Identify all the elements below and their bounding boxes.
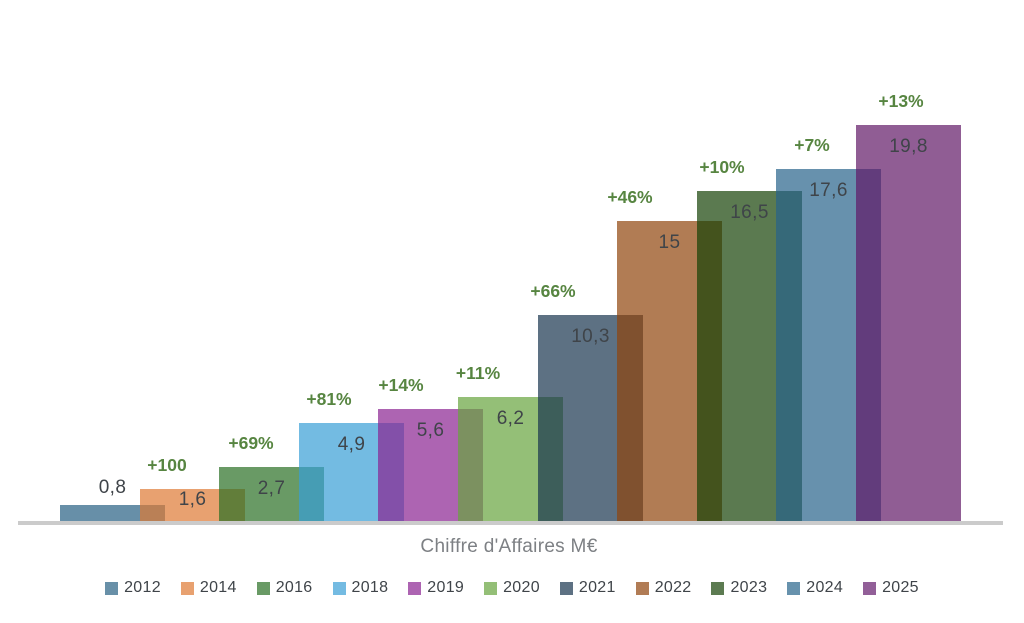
legend-label-2018: 2018: [351, 579, 389, 596]
value-label-2025: 19,8: [889, 136, 928, 157]
legend-item-2020: 2020: [484, 579, 540, 597]
legend-item-2023: 2023: [711, 579, 767, 597]
legend-label-2023: 2023: [730, 579, 768, 596]
legend-swatch-2022: [635, 581, 649, 595]
legend-item-2019: 2019: [408, 579, 464, 597]
legend-swatch-2019: [408, 581, 422, 595]
value-label-2020: 6,2: [496, 408, 525, 429]
legend-label-2024: 2024: [806, 579, 844, 596]
legend-item-2018: 2018: [332, 579, 389, 597]
legend-item-2024: 2024: [787, 579, 843, 597]
legend: 2012 2014 2016 2018 2019 2020 2021 2022 2023 2024…: [0, 579, 1024, 597]
growth-label-2014: +100: [147, 455, 187, 475]
legend-item-2014: 2014: [180, 579, 237, 597]
bar-2012: [60, 505, 165, 521]
growth-label-2024: +7%: [794, 135, 830, 155]
legend-item-2025: 2025: [863, 579, 919, 597]
value-label-2012: 0,8: [98, 477, 127, 498]
legend-label-2021: 2021: [578, 579, 616, 596]
growth-label-2022: +46%: [607, 187, 653, 207]
legend-label-2022: 2022: [654, 579, 692, 596]
legend-swatch-2023: [711, 581, 725, 595]
legend-label-2012: 2012: [124, 579, 161, 596]
legend-label-2020: 2020: [503, 579, 540, 596]
legend-label-2025: 2025: [882, 579, 919, 596]
growth-label-2023: +10%: [699, 157, 745, 177]
growth-label-2016: +69%: [228, 433, 274, 453]
legend-swatch-2018: [332, 581, 346, 595]
legend-swatch-2020: [484, 581, 498, 595]
legend-swatch-2024: [787, 581, 801, 595]
legend-label-2016: 2016: [275, 579, 313, 596]
growth-label-2018: +81%: [306, 389, 352, 409]
legend-item-2012: 2012: [105, 579, 161, 597]
growth-label-2019: +14%: [378, 375, 424, 395]
value-label-2014: 1,6: [178, 489, 207, 510]
growth-label-2025: +13%: [878, 91, 924, 111]
legend-swatch-2021: [559, 581, 573, 595]
x-axis-line: [18, 521, 1003, 525]
growth-label-2020: +11%: [455, 363, 501, 383]
legend-label-2014: 2014: [199, 579, 237, 596]
growth-label-2021: +66%: [530, 281, 576, 301]
legend-swatch-2012: [105, 581, 119, 595]
legend-label-2019: 2019: [427, 579, 465, 596]
bar-2025: [856, 125, 961, 521]
chart-title: Chiffre d'Affaires M€: [420, 536, 598, 557]
legend-item-2021: 2021: [559, 579, 616, 597]
value-label-2019: 5,6: [416, 420, 445, 441]
value-label-2021: 10,3: [571, 326, 610, 347]
legend-item-2016: 2016: [256, 579, 313, 597]
value-label-2022: 15: [658, 232, 681, 253]
value-label-2016: 2,7: [257, 478, 286, 499]
legend-item-2022: 2022: [635, 579, 692, 597]
value-label-2023: 16,5: [730, 202, 769, 223]
value-label-2018: 4,9: [337, 434, 366, 455]
legend-swatch-2014: [180, 581, 194, 595]
legend-swatch-2025: [863, 581, 877, 595]
legend-swatch-2016: [256, 581, 270, 595]
value-label-2024: 17,6: [809, 180, 848, 201]
